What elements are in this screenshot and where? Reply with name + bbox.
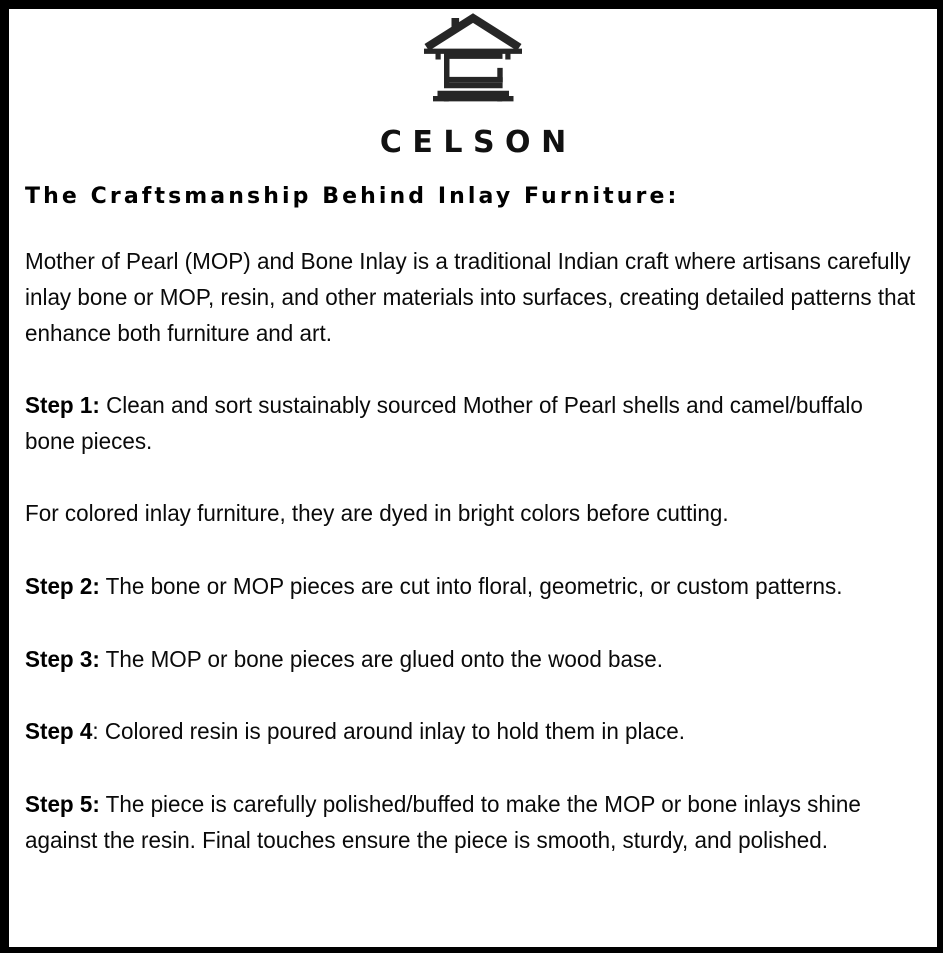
step-5-label: Step 5: [25, 791, 100, 818]
step-4-text: : Colored resin is poured around inlay t… [92, 718, 685, 745]
step-5-paragraph: Step 5: The piece is carefully polished/… [25, 786, 918, 858]
step-3-text: The MOP or bone pieces are glued onto th… [99, 646, 663, 673]
brand-wordmark: CELSON [379, 125, 577, 160]
brand-block: CELSON [16, 9, 930, 158]
step-1-text: Clean and sort sustainably sourced Mothe… [25, 392, 863, 455]
step-3-paragraph: Step 3: The MOP or bone pieces are glued… [25, 641, 918, 677]
step-1-paragraph: Step 1: Clean and sort sustainably sourc… [25, 387, 918, 459]
step-3-label: Step 3: [25, 646, 100, 673]
intro-paragraph: Mother of Pearl (MOP) and Bone Inlay is … [25, 248, 916, 347]
step-4-label: Step 4 [25, 718, 93, 745]
poster-inner: CELSON The Craftsmanship Behind Inlay Fu… [9, 9, 937, 947]
dye-note-paragraph: For colored inlay furniture, they are dy… [25, 500, 729, 527]
step-5-text: The piece is carefully polished/buffed t… [25, 791, 861, 854]
page-title: The Craftsmanship Behind Inlay Furniture… [25, 184, 680, 209]
house-monogram-logo-icon [424, 13, 522, 102]
step-2-paragraph: Step 2: The bone or MOP pieces are cut i… [25, 568, 918, 604]
step-2-text: The bone or MOP pieces are cut into flor… [99, 573, 843, 600]
step-1-label: Step 1: [25, 392, 100, 419]
step-4-paragraph: Step 4: Colored resin is poured around i… [25, 713, 918, 749]
article-body: Mother of Pearl (MOP) and Bone Inlay is … [25, 243, 930, 858]
step-2-label: Step 2: [25, 573, 100, 600]
